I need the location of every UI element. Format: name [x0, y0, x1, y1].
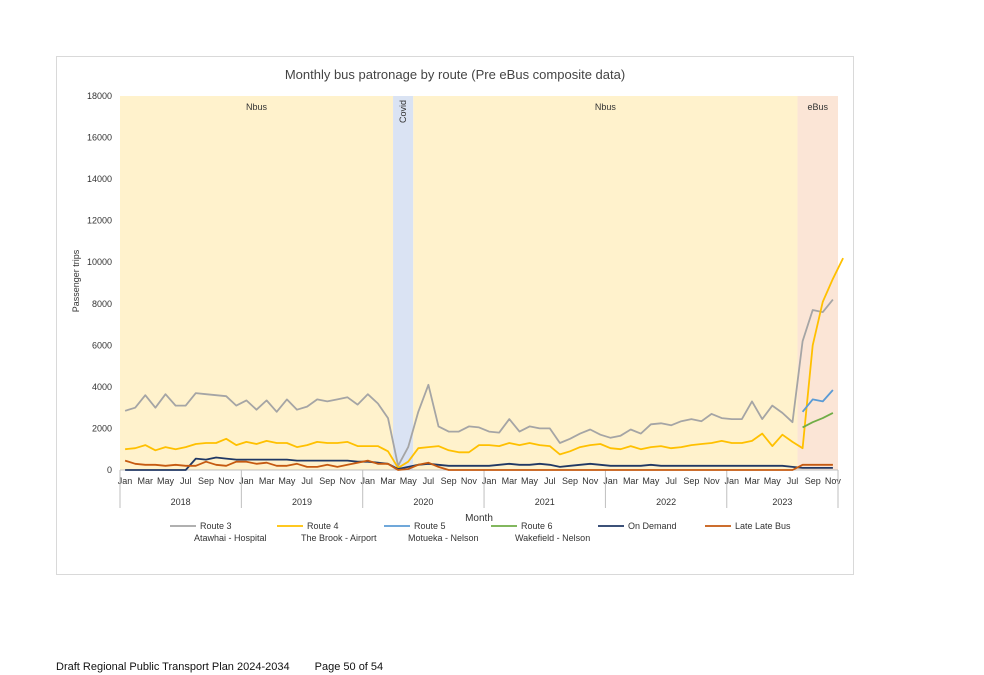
band-label-ebus-3: eBus	[808, 102, 829, 112]
x-month-label: Nov	[461, 476, 478, 486]
x-year-label: 2019	[292, 497, 312, 507]
series-line-route-4	[125, 257, 844, 469]
series-line-route-5	[801, 389, 834, 413]
series-line-route-6	[802, 412, 834, 429]
x-month-label: Jul	[423, 476, 435, 486]
series-line-late-late-bus	[124, 459, 833, 471]
band-label-nbus-0: Nbus	[246, 102, 268, 112]
page-number: Page 50 of 54	[314, 661, 384, 673]
x-month-label: Jan	[118, 476, 133, 486]
y-tick-label: 8000	[92, 299, 112, 309]
legend-entry-route-6: Route 6	[521, 521, 553, 531]
band-label-covid: Covid	[398, 100, 408, 123]
x-month-label: Jan	[239, 476, 254, 486]
series-line-on-demand	[125, 456, 833, 471]
x-month-label: Jan	[482, 476, 497, 486]
legend-entry-route-5: Route 5	[414, 521, 446, 531]
y-axis: 0 2000 4000 6000 8000 10000 12000 14000 16000 180…	[87, 91, 112, 475]
x-month-label: May	[642, 476, 660, 486]
y-tick-label: 14000	[87, 174, 112, 184]
x-month-label: Sep	[683, 476, 699, 486]
series-lines	[124, 257, 844, 471]
x-month-label: Mar	[380, 476, 396, 486]
y-tick-label: 12000	[87, 216, 112, 226]
chart-frame: Nbus Covid Nbus eBus 0 2000 4000 6000 8000 10000…	[56, 56, 854, 575]
x-month-label: Sep	[441, 476, 457, 486]
x-axis: Jan Mar May Jul Sep Nov Jan Mar May Jul Sep Nov Jan M…	[118, 469, 842, 508]
x-month-label: Sep	[319, 476, 335, 486]
x-month-label: Mar	[138, 476, 154, 486]
x-month-label: Mar	[623, 476, 639, 486]
x-year-label: 2018	[171, 497, 191, 507]
legend-entry-late-late-bus: Late Late Bus	[735, 521, 791, 531]
x-month-label: Sep	[562, 476, 578, 486]
legend-subtitle-route-5: Motueka - Nelson	[408, 533, 479, 543]
y-tick-label: 2000	[92, 423, 112, 433]
legend-subtitle-route-6: Wakefield - Nelson	[515, 533, 590, 543]
y-tick-label: 16000	[87, 133, 112, 143]
x-month-label: May	[278, 476, 296, 486]
x-month-label: Mar	[744, 476, 760, 486]
legend-entry-on-demand: On Demand	[628, 521, 677, 531]
x-month-label: May	[521, 476, 539, 486]
x-month-label: Jan	[725, 476, 740, 486]
x-month-label: Mar	[502, 476, 518, 486]
x-month-label: Jan	[361, 476, 376, 486]
x-month-label: Jan	[603, 476, 618, 486]
x-axis-label: Month	[465, 513, 493, 524]
chart-title: Monthly bus patronage by route (Pre eBus…	[285, 67, 625, 82]
legend-subtitle-route-3: Atawhai - Hospital	[194, 533, 267, 543]
x-month-label: Jul	[544, 476, 556, 486]
y-tick-label: 18000	[87, 91, 112, 101]
band-nbus-0	[120, 96, 394, 470]
patronage-line-chart: Nbus Covid Nbus eBus 0 2000 4000 6000 8000 10000…	[71, 67, 844, 543]
x-month-label: Jul	[301, 476, 313, 486]
y-axis-label: Passenger trips	[71, 249, 81, 312]
y-tick-label: 6000	[92, 340, 112, 350]
x-month-label: Nov	[825, 476, 842, 486]
legend-entry-route-3: Route 3	[200, 521, 232, 531]
band-covid-1	[393, 96, 414, 470]
page-footer: Draft Regional Public Transport Plan 202…	[56, 661, 383, 673]
x-year-label: 2020	[413, 497, 433, 507]
x-year-label: 2022	[656, 497, 676, 507]
y-tick-label: 0	[107, 465, 112, 475]
x-year-label: 2021	[535, 497, 555, 507]
x-month-label: May	[157, 476, 175, 486]
band-nbus-2	[413, 96, 798, 470]
x-month-label: Nov	[218, 476, 235, 486]
x-month-label: Jul	[180, 476, 192, 486]
x-month-label: Nov	[340, 476, 357, 486]
x-month-label: Sep	[198, 476, 214, 486]
legend-subtitle-route-4: The Brook - Airport	[301, 533, 377, 543]
document-title: Draft Regional Public Transport Plan 202…	[56, 661, 290, 673]
x-month-label: Nov	[582, 476, 599, 486]
x-month-label: Sep	[805, 476, 821, 486]
x-year-label: 2023	[772, 497, 792, 507]
x-month-label: May	[764, 476, 782, 486]
x-month-label: Mar	[259, 476, 275, 486]
legend: Route 3 Atawhai - Hospital Route 4 The Broo…	[170, 521, 791, 543]
y-tick-label: 10000	[87, 257, 112, 267]
x-month-label: Jul	[665, 476, 677, 486]
series-line-route-3	[124, 299, 834, 467]
x-month-label: May	[400, 476, 418, 486]
x-month-label: Nov	[704, 476, 721, 486]
period-bands: Nbus Covid Nbus eBus	[120, 96, 838, 470]
legend-entry-route-4: Route 4	[307, 521, 339, 531]
x-month-label: Jul	[787, 476, 799, 486]
band-label-nbus-2: Nbus	[595, 102, 617, 112]
y-tick-label: 4000	[92, 382, 112, 392]
